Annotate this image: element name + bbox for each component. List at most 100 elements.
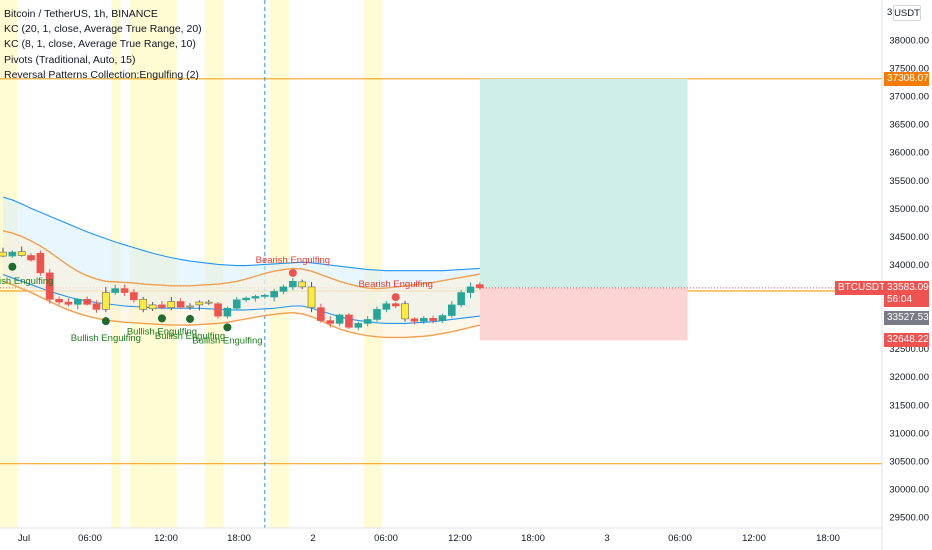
candle [92,303,101,310]
candle [176,301,185,308]
candle [148,304,157,310]
candle [317,307,325,321]
candle [111,288,119,293]
candle [74,298,82,305]
bullish-label: Bullish Engulfing [192,335,262,346]
candle [251,296,260,299]
candle [139,298,148,310]
kc8-lower-line [2,280,481,339]
candle [307,286,316,308]
candle [195,301,204,306]
price-tick: 32500.00 [889,344,929,355]
stop-zone [479,287,688,341]
bearish-label: Bearish Engulfing [256,255,330,266]
candle [270,291,278,298]
candle [476,284,484,289]
price-tick: 37000.00 [889,92,929,103]
price-tick: 29500.00 [889,513,929,524]
candle [204,301,213,304]
candle [8,251,17,257]
candle [45,272,54,300]
time-tick: 06:00 [668,533,692,544]
bearish-marker [288,268,297,277]
candle [401,303,409,320]
bearish-marker [391,293,400,302]
bullish-label: Bullish Engulfing [71,333,141,344]
legend-kc20[interactable]: KC (20, 1, close, Average True Range, 20… [4,23,202,36]
price-tick: 35500.00 [889,176,929,187]
candle [447,304,456,316]
price-tick: 32000.00 [889,372,929,383]
time-tick: 12:00 [448,533,472,544]
candle [345,314,353,328]
price-tick: 30000.00 [889,484,929,495]
candle [466,286,475,293]
candle [167,301,176,308]
chart-legend: Bitcoin / TetherUS, 1h, BINANCE KC (20, … [4,7,202,83]
price-tick-top: 3 [887,7,892,18]
candle [457,292,465,306]
price-tick: 38000.00 [889,36,929,47]
currency-button[interactable]: USDT [893,5,921,21]
kc8-upper-line [2,230,480,290]
candle [289,281,297,288]
candle [279,286,288,292]
candle [429,318,437,321]
profit-zone [479,78,688,288]
price-tick: 31000.00 [889,428,929,439]
time-tick: 18:00 [227,533,251,544]
legend-kc8[interactable]: KC (8, 1, close, Average True Range, 10) [4,38,196,51]
stop-price-tag: 32648.22 [884,333,929,348]
bullish-label: Bullish Engulfing [155,331,225,342]
time-tick: 18:00 [521,533,545,544]
price-tick: 30500.00 [889,456,929,467]
candle [27,255,35,261]
support-level-tag: 33527.53 [884,310,929,325]
candle [158,304,166,308]
legend-symbol[interactable]: Bitcoin / TetherUS, 1h, BINANCE [4,8,158,20]
time-tick: 06:00 [374,533,398,544]
price-axis-bg [882,0,932,550]
candle [120,288,129,293]
legend-patterns[interactable]: Reversal Patterns Collection:Engulfing (… [4,68,199,81]
bullish-marker [223,323,232,332]
candle [17,251,26,256]
candle [363,319,372,324]
candle [36,252,45,274]
candle [438,315,447,321]
price-tick: 35000.00 [889,204,929,215]
candle [232,299,241,309]
legend-pivots[interactable]: Pivots (Traditional, Auto, 15) [4,53,136,66]
candle [186,305,194,308]
kc8-fill [3,230,480,338]
price-tick: 34500.00 [889,232,929,243]
candle [130,292,138,301]
candle [223,307,232,317]
time-tick: 18:00 [816,533,840,544]
kc20-upper-line [2,196,480,272]
candle [0,251,7,257]
time-tick: 3 [604,533,609,544]
candle [298,281,307,288]
last-price-tag: 33583.09 [884,280,929,295]
time-tick: 12:00 [742,533,766,544]
session-band [363,0,383,528]
symbol-tag: BTCUSDT [835,280,889,295]
candle [55,298,63,303]
candle [382,303,391,310]
candle [419,318,428,322]
candle [64,301,73,305]
candle [354,323,363,328]
bar-countdown: 56:04 [884,292,929,307]
candle [391,303,400,307]
time-tick: 12:00 [154,533,178,544]
kc20-lower-line [2,274,480,324]
bullish-label-cut: ish Engulfing [0,276,53,287]
time-tick: 06:00 [78,533,102,544]
candle [83,298,91,305]
target-price-tag: 37308.07 [884,71,929,86]
bullish-marker [101,317,110,326]
candle [326,320,335,324]
price-tick: 36000.00 [889,148,929,159]
